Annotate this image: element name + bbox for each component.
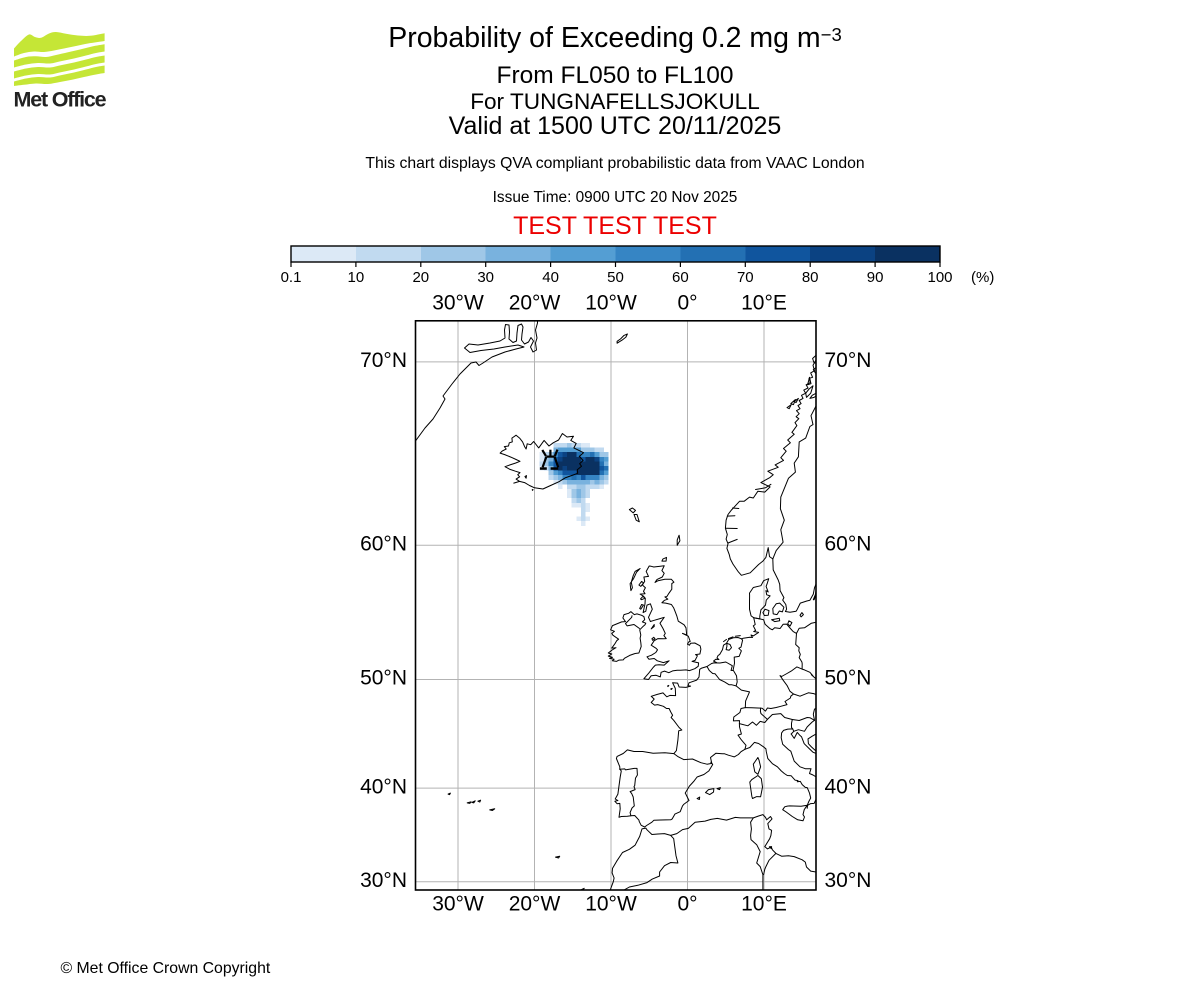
svg-text:40°N: 40°N: [360, 775, 407, 798]
svg-text:20: 20: [412, 269, 429, 286]
svg-text:(%): (%): [971, 269, 994, 286]
svg-text:10: 10: [348, 269, 365, 286]
svg-text:20°W: 20°W: [509, 893, 561, 916]
svg-text:10°W: 10°W: [585, 893, 637, 916]
svg-text:50°N: 50°N: [825, 667, 872, 690]
svg-text:60: 60: [672, 269, 689, 286]
svg-text:50°N: 50°N: [360, 667, 407, 690]
svg-text:10°E: 10°E: [741, 292, 787, 315]
svg-text:30°W: 30°W: [432, 292, 484, 315]
svg-text:30°N: 30°N: [360, 869, 407, 892]
svg-text:10°E: 10°E: [741, 893, 787, 916]
svg-text:70°N: 70°N: [360, 349, 407, 372]
svg-text:0°: 0°: [677, 292, 697, 315]
svg-text:0°: 0°: [677, 893, 697, 916]
svg-text:40°N: 40°N: [825, 775, 872, 798]
svg-text:10°W: 10°W: [585, 292, 637, 315]
svg-text:80: 80: [802, 269, 819, 286]
svg-text:70: 70: [737, 269, 754, 286]
svg-text:70°N: 70°N: [825, 349, 872, 372]
svg-text:20°W: 20°W: [509, 292, 561, 315]
svg-text:90: 90: [867, 269, 884, 286]
svg-text:60°N: 60°N: [360, 533, 407, 556]
svg-text:40: 40: [542, 269, 559, 286]
svg-text:30°W: 30°W: [432, 893, 484, 916]
svg-text:30: 30: [477, 269, 494, 286]
svg-text:60°N: 60°N: [825, 533, 872, 556]
svg-text:0.1: 0.1: [281, 269, 302, 286]
svg-text:100: 100: [927, 269, 952, 286]
svg-text:50: 50: [607, 269, 624, 286]
svg-text:30°N: 30°N: [825, 869, 872, 892]
svg-text:Met Office: Met Office: [14, 88, 107, 112]
